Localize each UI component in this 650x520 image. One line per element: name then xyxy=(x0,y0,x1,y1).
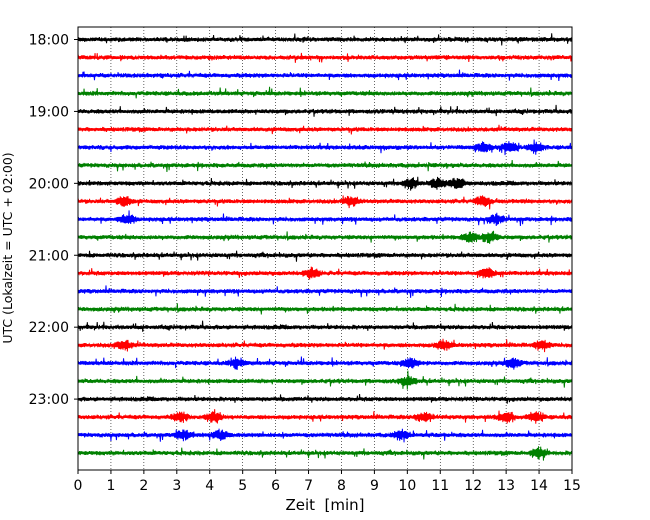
trace-line xyxy=(77,303,573,315)
trace-line xyxy=(77,338,573,353)
trace-line xyxy=(77,52,573,63)
trace-line xyxy=(77,124,573,135)
trace-line xyxy=(77,285,573,298)
trace-line xyxy=(77,69,573,81)
trace-line xyxy=(77,86,573,99)
x-tick-label: 11 xyxy=(431,478,449,494)
trace-line xyxy=(77,104,573,117)
y-tick-label: 19:00 xyxy=(29,104,69,120)
trace-line xyxy=(77,160,573,173)
x-tick-label: 0 xyxy=(74,478,83,494)
y-axis-label: UTC (Lokalzeit = UTC + 02:00) xyxy=(0,152,15,343)
trace-line xyxy=(77,210,573,227)
trace-line xyxy=(77,230,573,244)
y-tick-label: 21:00 xyxy=(29,248,69,264)
plot-frame xyxy=(77,26,573,471)
x-tick-label: 7 xyxy=(304,478,313,494)
x-axis-ticks: 0 1 2 3 4 5 6 7 8 9 10 11 12 13 14 15 xyxy=(74,470,581,494)
x-tick-label: 15 xyxy=(563,478,581,494)
trace-line xyxy=(77,428,573,443)
trace-line xyxy=(77,33,573,46)
x-tick-label: 6 xyxy=(271,478,280,494)
y-tick-label: 22:00 xyxy=(29,320,69,336)
x-tick-label: 2 xyxy=(139,478,148,494)
x-tick-label: 4 xyxy=(205,478,214,494)
trace-line xyxy=(77,370,573,390)
x-tick-label: 5 xyxy=(238,478,247,494)
trace-line xyxy=(77,393,573,404)
trace-line xyxy=(77,195,573,210)
trace-line xyxy=(77,266,573,280)
trace-line xyxy=(77,409,573,424)
y-axis-ticks: 18:00 19:00 20:00 21:00 22:00 23:00 xyxy=(29,33,78,408)
trace-line xyxy=(77,250,573,262)
x-tick-label: 9 xyxy=(370,478,379,494)
x-axis-label: Zeit [min] xyxy=(285,496,364,514)
trace-line xyxy=(77,446,573,461)
trace-line xyxy=(77,320,573,332)
x-tick-label: 14 xyxy=(530,478,548,494)
y-tick-label: 20:00 xyxy=(29,176,69,192)
y-tick-label: 18:00 xyxy=(29,33,69,49)
x-tick-label: 8 xyxy=(337,478,346,494)
seismogram-traces xyxy=(77,33,573,461)
trace-line xyxy=(77,356,573,370)
x-tick-label: 12 xyxy=(464,478,482,494)
x-tick-label: 13 xyxy=(497,478,515,494)
x-tick-label: 3 xyxy=(172,478,181,494)
x-tick-label: 10 xyxy=(398,478,416,494)
trace-line xyxy=(77,139,573,156)
x-tick-label: 1 xyxy=(106,478,115,494)
y-tick-label: 23:00 xyxy=(29,392,69,408)
trace-line xyxy=(77,176,573,191)
